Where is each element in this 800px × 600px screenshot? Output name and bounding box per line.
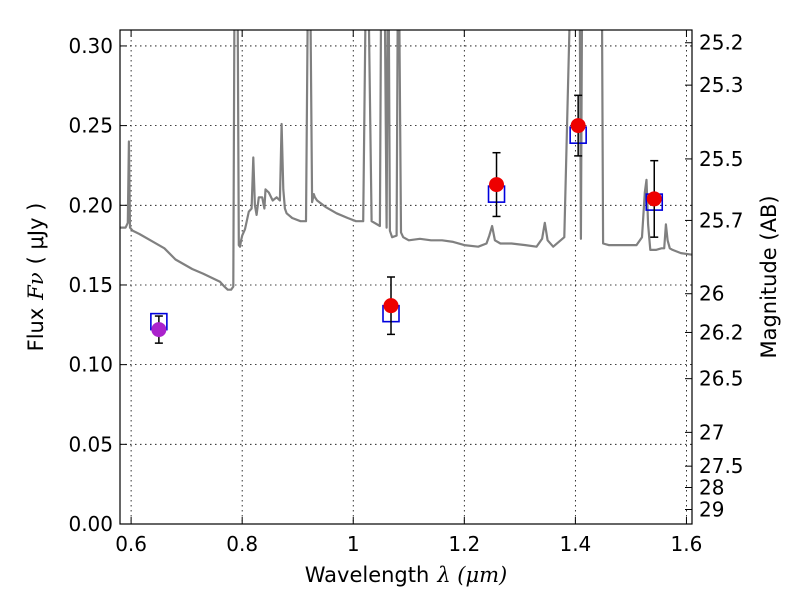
mag-tick-label: 26 [699,282,724,306]
x-axis-title-symbol: λ (μm) [436,563,507,587]
observed-photometry-point [151,322,167,338]
x-tick-label: 1.4 [559,532,591,556]
tick-labels: 0.6 0.8 1 1.2 1.4 1.6 0.00 0.05 0.10 0.15 0.20 0.25… [68,31,743,556]
y-tick-label: 0.00 [68,512,113,536]
x-tick-label: 1.2 [448,532,480,556]
mag-tick-label: 25.2 [699,31,744,55]
axes-frame [119,29,693,525]
y-tick-label: 0.15 [68,273,113,297]
y-tick-label: 0.05 [68,432,113,456]
mag-tick-label: 25.7 [699,208,744,232]
x-axis-title-text: Wavelength [305,563,430,587]
mag-tick-label: 27.5 [699,454,744,478]
observed-photometry-point [646,191,662,207]
mag-tick-label: 25.3 [699,73,744,97]
observed-photometry-point [489,177,505,193]
y-tick-label: 0.25 [68,114,113,138]
x-axis-title: Wavelength λ (μm) [305,563,508,587]
y-tick-label: 0.10 [68,353,113,377]
y-axis-title: Flux Fν ( μJy ) [24,203,48,352]
mag-tick-label: 28 [699,476,724,500]
grid-lines [120,30,692,525]
x-tick-label: 0.8 [226,532,258,556]
y-tick-label: 0.30 [68,34,113,58]
model-spectrum-line [120,30,692,291]
mag-tick-label: 25.5 [699,147,744,171]
plot-area [120,30,692,344]
x-tick-label: 0.6 [115,532,147,556]
x-tick-label: 1 [347,532,360,556]
mag-tick-label: 26.5 [699,367,744,391]
y-tick-label: 0.20 [68,193,113,217]
observed-photometry-point [570,118,586,134]
mag-tick-label: 26.2 [699,320,744,344]
mag-tick-label: 27 [699,420,724,444]
axis-ticks [120,30,692,525]
y2-axis-title: Magnitude (AB) [757,195,781,358]
y-axis-title-text: Flux [24,308,48,352]
y-axis-title-unit: ( μJy ) [24,203,48,265]
observed-photometry-point [383,298,399,314]
x-tick-label: 1.6 [671,532,703,556]
mag-tick-label: 29 [699,497,724,521]
y-axis-title-symbol: Fν [24,272,48,301]
